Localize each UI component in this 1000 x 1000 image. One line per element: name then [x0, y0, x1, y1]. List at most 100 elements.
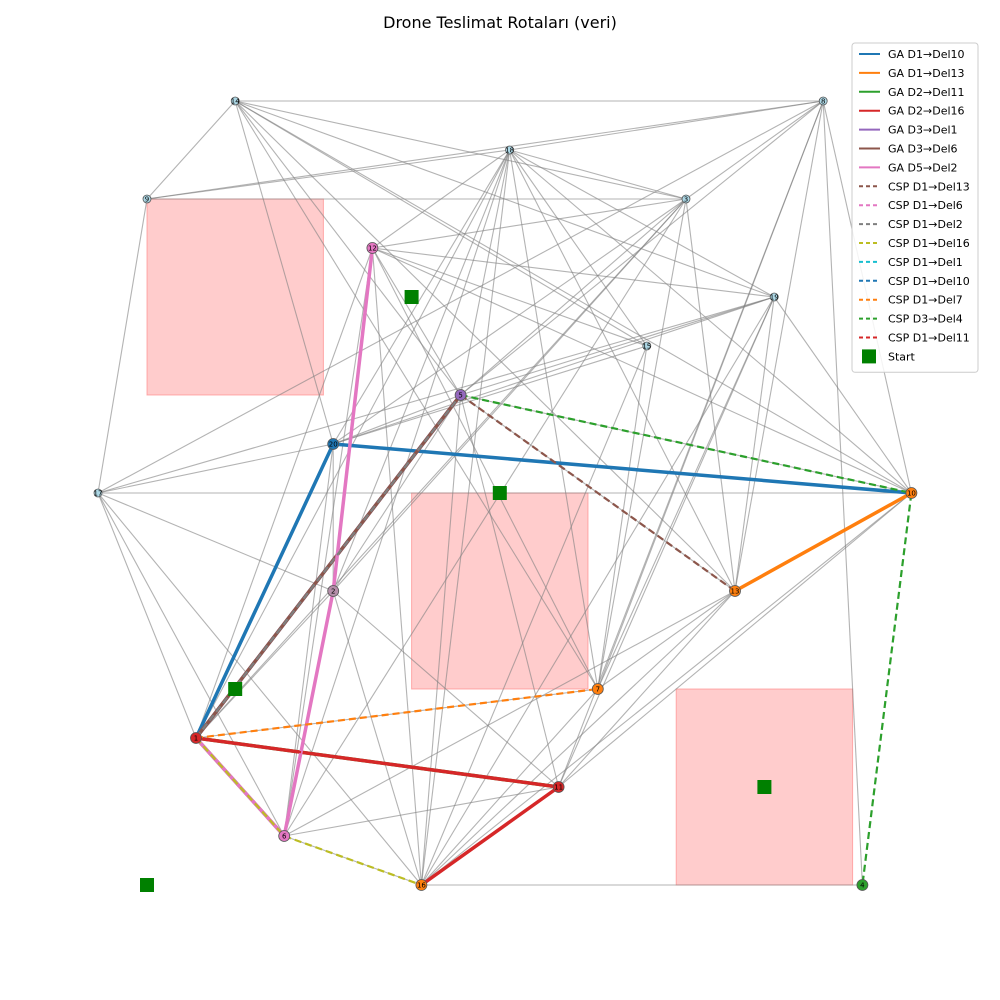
- graph-edge-8-13: [734, 100, 824, 592]
- graph-edge-1-17: [97, 492, 197, 739]
- graph-edge-17-6: [97, 492, 285, 837]
- graph-edge-5-12: [371, 247, 462, 396]
- route-7: [194, 246, 375, 838]
- graph-edge-2-18: [332, 149, 511, 592]
- legend-box: [851, 42, 979, 373]
- graph-edge-6-11: [284, 786, 559, 837]
- node-12: [366, 242, 379, 254]
- legend-label-2: GA D1→Del13: [888, 67, 965, 80]
- node-18: [505, 145, 515, 155]
- node-label-11: 11: [554, 784, 563, 792]
- graph-edge-12-16: [371, 247, 422, 886]
- node-label-6: 6: [282, 833, 287, 841]
- route-10: [195, 394, 462, 739]
- node-5: [454, 389, 467, 401]
- graph-edge-13-18: [509, 149, 736, 592]
- graph-edge-2-3: [332, 198, 687, 592]
- graph-edge-8-5: [460, 100, 824, 396]
- graph-edge-3-18: [509, 149, 687, 200]
- node-label-17: 17: [94, 490, 103, 498]
- graph-edge-10-14: [234, 100, 912, 494]
- graph-edge-16-17: [97, 492, 422, 886]
- graph-edge-7-15: [597, 345, 648, 690]
- graph-edge-10-19: [773, 296, 912, 494]
- node-3: [681, 194, 691, 204]
- graph-edge-7-18: [509, 149, 599, 690]
- node-label-2: 2: [331, 588, 335, 596]
- graph-edge-8-9: [146, 100, 824, 200]
- graph-edge-13-19: [734, 296, 775, 592]
- graph-edge-14-20: [234, 100, 334, 445]
- node-label-18: 18: [505, 147, 514, 155]
- node-label-3: 3: [684, 196, 688, 204]
- legend-label-13: CSP D1→Del10: [888, 275, 970, 288]
- node-11: [552, 781, 565, 793]
- graph-edge-3-14: [235, 100, 687, 200]
- legend-label-5: GA D3→Del1: [888, 124, 958, 137]
- legend-label-7: GA D5→Del2: [888, 161, 958, 174]
- node-6: [278, 830, 291, 842]
- graph-edge-3-20: [332, 198, 687, 445]
- graph-edge-1-3: [195, 198, 687, 739]
- route-14: [195, 687, 598, 740]
- legend-label-3: GA D2→Del11: [888, 86, 965, 99]
- legend-label-1: GA D1→Del10: [888, 48, 965, 61]
- legend-label-8: CSP D1→Del13: [888, 180, 970, 193]
- node-20: [327, 438, 340, 450]
- graph-edge-15-18: [509, 149, 648, 347]
- node-16: [415, 879, 428, 891]
- node-label-9: 9: [145, 196, 149, 204]
- graph-edge-3-6: [283, 198, 687, 837]
- graph-edge-15-20: [333, 345, 647, 445]
- graph-edge-3-7: [597, 198, 687, 690]
- graph-edge-5-20: [333, 394, 461, 445]
- graph-edge-9-18: [146, 149, 510, 200]
- node-19: [769, 292, 779, 302]
- node-label-1: 1: [194, 735, 198, 743]
- graph-edge-18-19: [509, 149, 775, 298]
- chart-title: Drone Teslimat Rotaları (veri): [383, 13, 617, 32]
- obstacle-zone-2: [411, 492, 589, 690]
- node-label-5: 5: [458, 392, 462, 400]
- legend-label-15: CSP D3→Del4: [888, 313, 963, 326]
- graph-edge-5-11: [460, 394, 560, 788]
- graph-edge-2-16: [332, 590, 422, 886]
- legend-label-6: GA D3→Del6: [888, 143, 958, 156]
- graph-edge-13-16: [421, 590, 736, 886]
- graph-edge-16-18: [420, 149, 511, 886]
- graph-edge-3-12: [372, 198, 687, 249]
- graph-edge-11-19: [558, 296, 775, 788]
- graph-edge-14-19: [235, 100, 775, 298]
- graph-edge-18-20: [332, 149, 511, 445]
- legend-label-12: CSP D1→Del1: [888, 256, 963, 269]
- graph-edge-9-17: [97, 198, 148, 494]
- graph-edge-13-6: [283, 590, 736, 837]
- legend-label-start: Start: [888, 350, 916, 363]
- obstacle-zone-1: [146, 198, 324, 396]
- legend-label-9: CSP D1→Del6: [888, 199, 963, 212]
- graph-edge-12-18: [372, 149, 510, 249]
- graph-edge-6-20: [283, 443, 334, 837]
- node-label-4: 4: [860, 882, 865, 890]
- route-4: [194, 736, 561, 887]
- node-label-8: 8: [821, 98, 825, 106]
- graph-edge-13-14: [234, 100, 736, 592]
- start-marker-1: [140, 878, 154, 892]
- legend: GA D1→Del10 GA D1→Del13 GA D2→Del11 GA D2→D…: [851, 42, 979, 373]
- node-4: [856, 879, 869, 891]
- legend-label-14: CSP D1→Del7: [888, 294, 963, 307]
- node-8: [818, 96, 828, 106]
- graph-edge-10-12: [372, 247, 912, 494]
- graph-edge-8-18: [509, 100, 824, 151]
- graph-edge-17-20: [97, 443, 334, 494]
- graph-edge-10-11: [558, 492, 912, 788]
- graph-edge-7-16: [420, 688, 599, 886]
- start-marker-4: [492, 486, 507, 500]
- node-1: [190, 732, 202, 744]
- start-marker-2: [228, 682, 243, 696]
- legend-label-16: CSP D1→Del11: [888, 332, 970, 345]
- graph-edge-7-14: [234, 100, 599, 690]
- node-14: [230, 96, 240, 106]
- node-label-7: 7: [596, 686, 600, 694]
- route-16: [195, 736, 559, 789]
